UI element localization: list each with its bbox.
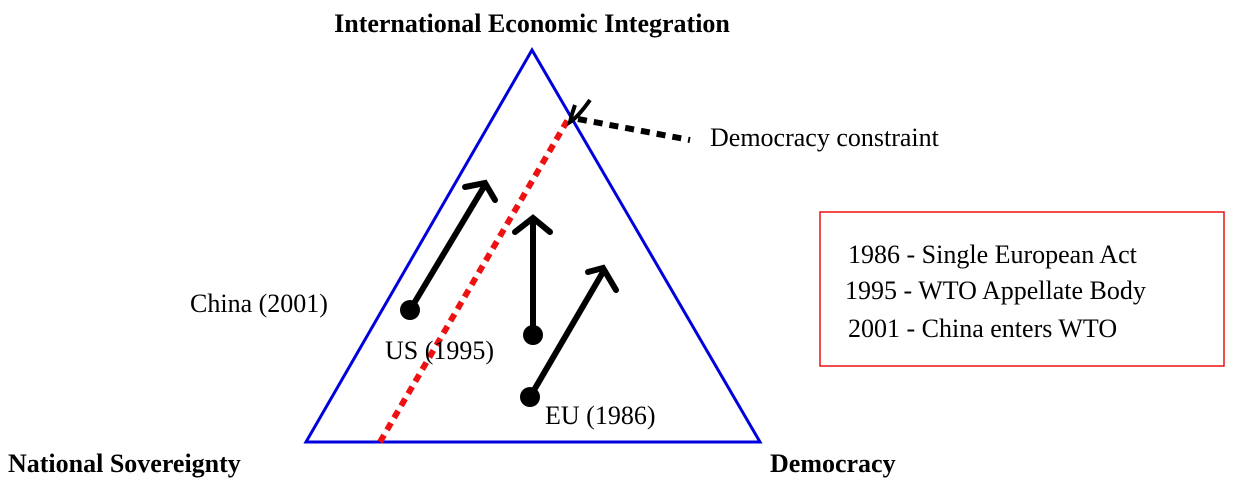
arrow-head (512, 214, 553, 235)
arrow-head (567, 98, 592, 127)
triangle (303, 47, 763, 444)
point-label: China (2001) (190, 289, 328, 318)
point-label: EU (1986) (545, 401, 655, 430)
arrow-head (462, 179, 498, 203)
arrow (527, 269, 606, 400)
arrow (407, 182, 488, 313)
arrow-head (585, 264, 619, 293)
constraint-pointer (577, 116, 691, 143)
point (400, 300, 420, 320)
constraint-label: Democracy constraint (710, 123, 940, 152)
corner-top: International Economic Integration (334, 9, 730, 38)
corner-left: National Sovereignty (8, 449, 241, 478)
legend-entry: 1986 - Single European Act (848, 240, 1138, 269)
point-label: US (1995) (385, 336, 494, 365)
point (523, 325, 543, 345)
legend-box (819, 211, 1225, 367)
legend-entry: 1995 - WTO Appellate Body (845, 276, 1146, 305)
constraint-line (377, 114, 573, 444)
point (520, 387, 540, 407)
corner-right: Democracy (770, 449, 896, 478)
legend-entry: 2001 - China enters WTO (848, 314, 1117, 343)
